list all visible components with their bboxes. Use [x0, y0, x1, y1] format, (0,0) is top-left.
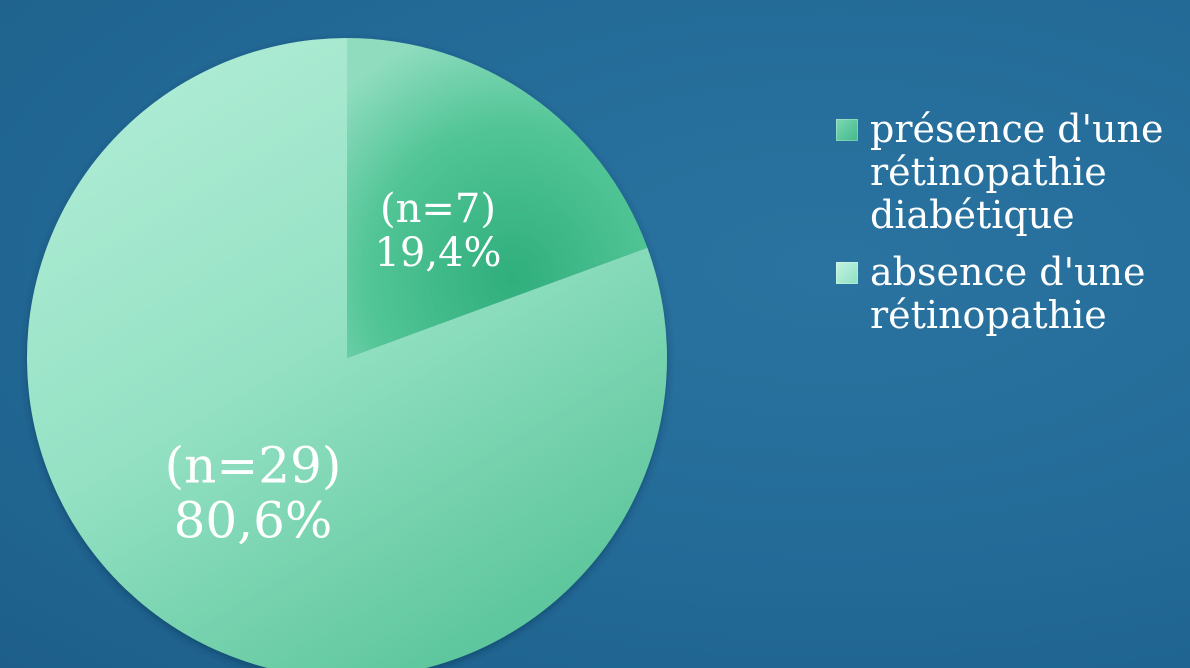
pie-slice-absence [27, 38, 667, 668]
legend-line: rétinopathie [870, 293, 1107, 337]
legend-label-presence: présence d'une rétinopathie diabétique [870, 108, 1164, 237]
legend-swatch-absence [836, 262, 858, 284]
slice-percent-label-presence: 19,4% [374, 230, 501, 276]
chart-legend: présence d'une rétinopathie diabétique a… [836, 108, 1186, 351]
legend-swatch-presence [836, 119, 858, 141]
legend-line: présence d'une [870, 107, 1164, 151]
legend-line: rétinopathie [870, 150, 1107, 194]
slice-percent-label-absence: 80,6% [174, 492, 333, 550]
legend-label-absence: absence d'une rétinopathie [870, 251, 1146, 337]
slice-count-label-presence: (n=7) [380, 186, 496, 232]
legend-item-presence: présence d'une rétinopathie diabétique [836, 108, 1186, 237]
legend-line: absence d'une [870, 250, 1146, 294]
legend-line: diabétique [870, 193, 1075, 237]
slice-count-label-absence: (n=29) [165, 437, 342, 495]
pie-slice-presence [347, 38, 648, 358]
legend-item-absence: absence d'une rétinopathie [836, 251, 1186, 337]
